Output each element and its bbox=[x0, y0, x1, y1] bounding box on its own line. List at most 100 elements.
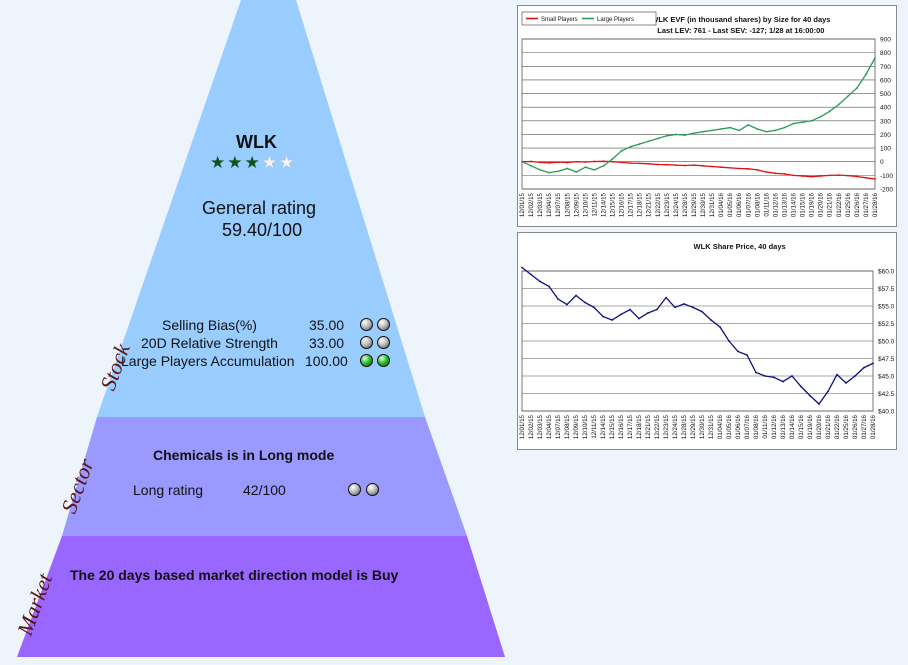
data-point bbox=[548, 161, 551, 164]
data-point bbox=[756, 169, 759, 171]
data-point bbox=[674, 306, 676, 309]
data-point bbox=[855, 175, 858, 178]
x-tick-label: 12/11/15 bbox=[591, 414, 598, 438]
data-point bbox=[665, 296, 667, 299]
data-point bbox=[854, 375, 856, 377]
data-point bbox=[548, 171, 551, 174]
series-line bbox=[521, 160, 876, 180]
x-tick-label: 12/08/15 bbox=[564, 414, 571, 439]
x-tick-label: 01/11/16 bbox=[763, 192, 770, 216]
data-point bbox=[756, 128, 759, 130]
data-point bbox=[702, 130, 704, 133]
general-rating-label: General rating bbox=[202, 198, 317, 218]
data-point bbox=[746, 354, 748, 356]
y-tick-label: $42.5 bbox=[878, 391, 895, 398]
data-point bbox=[855, 87, 858, 89]
x-tick-label: 01/22/16 bbox=[836, 192, 843, 217]
x-tick-label: 01/20/16 bbox=[818, 192, 825, 217]
data-point bbox=[566, 167, 569, 170]
data-point bbox=[656, 308, 658, 311]
x-tick-label: 01/14/16 bbox=[789, 414, 796, 439]
x-tick-label: 12/01/15 bbox=[519, 414, 526, 439]
ticker-symbol: WLK bbox=[236, 132, 277, 152]
x-tick-label: 12/04/15 bbox=[546, 414, 553, 439]
x-tick-label: 12/21/15 bbox=[645, 414, 652, 439]
data-point bbox=[593, 169, 596, 171]
x-tick-label: 12/31/15 bbox=[708, 414, 715, 439]
x-tick-label: 01/12/16 bbox=[771, 414, 778, 439]
y-tick-label: -100 bbox=[880, 173, 893, 180]
x-tick-label: 01/12/16 bbox=[772, 192, 779, 217]
data-point bbox=[783, 173, 786, 175]
green-light-icon bbox=[360, 354, 373, 367]
price-chart-panel: $40.0 $42.5 $45.0 $47.5 $50.0 $52.5 $55.0 $57.5… bbox=[517, 232, 897, 450]
x-tick-label: 01/20/16 bbox=[816, 414, 823, 439]
data-point bbox=[602, 315, 604, 318]
data-point bbox=[836, 373, 838, 376]
x-tick-label: 01/26/16 bbox=[854, 192, 861, 217]
star-empty-icon: ★ bbox=[279, 153, 297, 172]
star-filled-icon: ★ bbox=[227, 153, 245, 172]
x-tick-label: 12/10/15 bbox=[582, 414, 589, 439]
x-tick-label: 12/03/15 bbox=[537, 414, 544, 439]
x-tick-label: 01/26/16 bbox=[852, 414, 859, 439]
x-tick-label: 12/16/15 bbox=[618, 414, 625, 439]
data-point bbox=[575, 294, 577, 297]
data-point bbox=[521, 266, 523, 269]
evf-chart-panel: -200 -100 0 100 200 300 400 500 600 700 800 900 12/0… bbox=[517, 5, 897, 227]
data-point bbox=[665, 163, 668, 166]
x-tick-label: 01/06/16 bbox=[735, 414, 742, 439]
data-point bbox=[764, 375, 766, 377]
x-tick-label: 01/06/16 bbox=[736, 192, 743, 217]
data-point bbox=[738, 129, 741, 132]
data-point bbox=[557, 161, 560, 164]
x-tick-label: 12/09/15 bbox=[573, 414, 580, 439]
y-tick-label: 600 bbox=[880, 77, 891, 84]
y-tick-label: $57.5 bbox=[878, 286, 895, 293]
x-tick-label: 01/08/16 bbox=[753, 414, 760, 439]
data-point bbox=[611, 160, 614, 163]
x-tick-label: 12/22/15 bbox=[655, 192, 662, 217]
x-tick-label: 12/02/15 bbox=[528, 192, 535, 217]
data-point bbox=[792, 174, 795, 177]
x-tick-label: 12/23/15 bbox=[664, 192, 671, 217]
data-point bbox=[819, 175, 822, 177]
x-tick-label: 01/25/16 bbox=[845, 192, 852, 217]
x-tick-label: 01/07/16 bbox=[745, 192, 752, 217]
x-tick-label: 01/07/16 bbox=[744, 414, 751, 439]
y-tick-label: $52.5 bbox=[878, 321, 895, 328]
x-tick-label: 12/28/15 bbox=[681, 414, 688, 439]
data-point bbox=[810, 175, 813, 178]
x-tick-label: 01/28/16 bbox=[870, 414, 877, 439]
legend-entry: Large Players bbox=[597, 17, 634, 23]
x-tick-label: 12/22/15 bbox=[654, 414, 661, 439]
x-tick-label: 01/04/16 bbox=[717, 414, 724, 439]
data-point bbox=[683, 303, 685, 305]
data-point bbox=[620, 149, 623, 152]
x-tick-label: 01/15/16 bbox=[800, 192, 807, 217]
y-tick-label: 100 bbox=[880, 146, 891, 153]
grey-light-icon bbox=[348, 483, 361, 496]
metric-value-selling-bias: 35.00 bbox=[309, 317, 345, 333]
sector-long-rating-value: 42/100 bbox=[243, 482, 286, 498]
pyramid-sector-tier bbox=[62, 417, 467, 536]
data-point bbox=[710, 319, 712, 321]
x-tick-label: 12/17/15 bbox=[628, 192, 635, 217]
data-point bbox=[629, 145, 632, 148]
data-point bbox=[593, 160, 596, 163]
data-point bbox=[765, 171, 768, 173]
x-tick-label: 12/15/15 bbox=[609, 414, 616, 439]
y-tick-label: 200 bbox=[880, 132, 891, 139]
data-point bbox=[702, 164, 704, 167]
data-point bbox=[638, 162, 641, 165]
data-point bbox=[720, 166, 723, 169]
y-tick-label: 0 bbox=[880, 159, 884, 166]
data-point bbox=[874, 57, 876, 59]
x-tick-label: 12/23/15 bbox=[663, 414, 670, 439]
y-tick-label: 500 bbox=[880, 91, 891, 98]
data-point bbox=[863, 366, 865, 369]
y-tick-label: 700 bbox=[880, 64, 891, 71]
data-point bbox=[620, 313, 622, 316]
data-point bbox=[800, 385, 802, 388]
x-tick-label: 12/16/15 bbox=[619, 192, 626, 217]
